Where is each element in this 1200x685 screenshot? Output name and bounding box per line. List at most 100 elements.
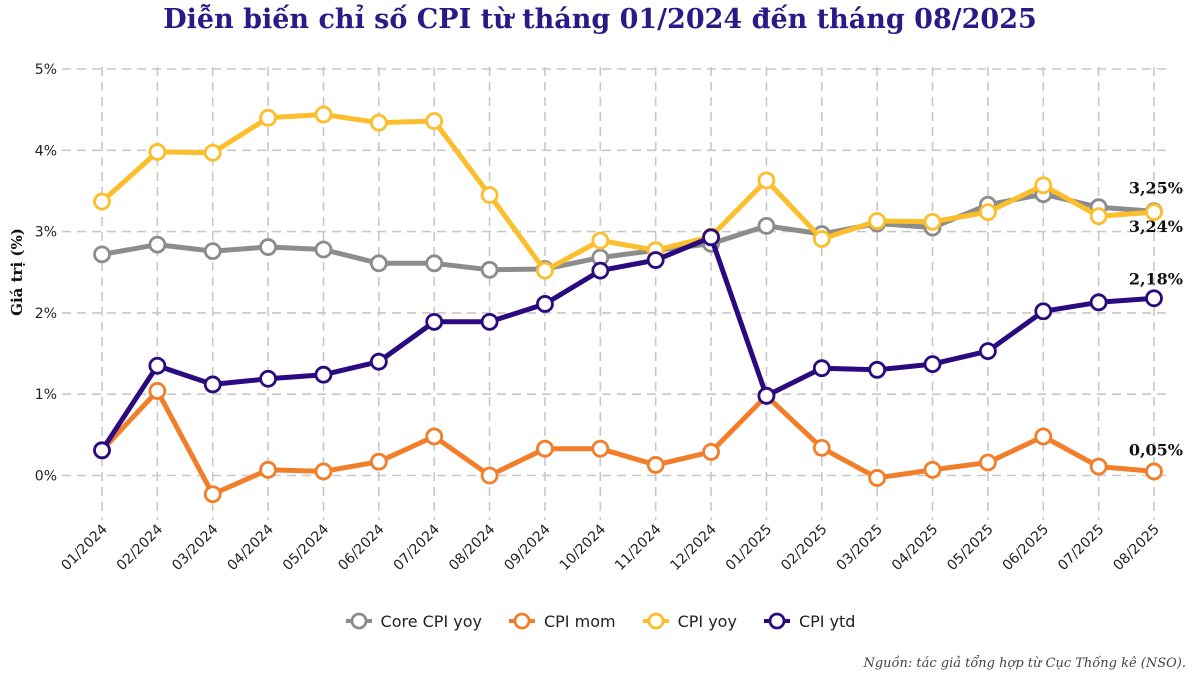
data-point: [536, 295, 554, 313]
y-tick-label: 0%: [35, 469, 57, 485]
x-tick-label: 09/2024: [501, 521, 554, 574]
x-tick-label: 06/2024: [335, 521, 388, 574]
data-point: [425, 254, 444, 273]
data-point: [702, 443, 720, 461]
data-point: [480, 466, 499, 485]
series-cpi-yoy: [93, 105, 1163, 280]
data-point: [978, 342, 997, 361]
end-label: 2,18%: [1129, 269, 1183, 288]
data-point: [1145, 462, 1163, 481]
data-point: [148, 356, 167, 375]
data-point: [1089, 457, 1108, 476]
data-point: [812, 359, 831, 378]
data-point: [314, 240, 333, 259]
data-point: [868, 212, 887, 230]
x-tick-label: 07/2025: [1055, 522, 1107, 574]
data-point: [369, 254, 388, 273]
data-point: [1034, 302, 1053, 321]
data-point: [480, 312, 499, 331]
data-point: [369, 452, 388, 471]
y-tick-label: 1%: [35, 387, 57, 403]
legend-swatch: [508, 612, 535, 630]
data-point: [812, 438, 831, 457]
series-line-cpi-ytd: [99, 234, 1157, 453]
data-point: [259, 460, 278, 479]
data-point: [591, 261, 610, 280]
data-point: [148, 382, 167, 400]
y-tick-label: 5%: [35, 62, 57, 78]
x-tick-label: 02/2025: [778, 522, 830, 574]
end-label: 0,05%: [1129, 440, 1183, 459]
data-point: [1089, 207, 1108, 226]
data-point: [868, 360, 887, 379]
data-point: [369, 352, 388, 371]
data-point: [868, 469, 887, 487]
data-point: [314, 462, 333, 481]
x-tick-label: 01/2025: [723, 522, 775, 574]
data-point: [93, 245, 111, 264]
x-tick-label: 04/2024: [224, 521, 277, 574]
x-tick-label: 02/2024: [114, 521, 167, 574]
y-tick-label: 2%: [35, 306, 57, 322]
data-point: [923, 460, 942, 479]
x-tick-label: 08/2024: [446, 521, 499, 574]
data-point: [591, 439, 610, 458]
x-axis: 01/2024 02/2024 03/2024 04/2024 05/2024 06/20…: [58, 521, 1162, 574]
end-label: 3,24%: [1129, 217, 1183, 236]
y-tick-label: 4%: [35, 143, 57, 159]
series-line-cpi-yoy: [99, 112, 1157, 274]
x-tick-label: 06/2025: [1000, 522, 1052, 574]
legend-label: CPI mom: [543, 611, 616, 631]
x-tick-label: 03/2025: [834, 522, 886, 574]
data-point: [646, 251, 665, 269]
end-labels: 3,25% 0,05% 3,24% 2,18%: [1129, 178, 1183, 459]
x-tick-label: 01/2024: [58, 521, 111, 574]
chart-title: Diễn biến chỉ số CPI từ tháng 01/2024 đế…: [163, 4, 1037, 35]
series-cpi-mom: [93, 382, 1163, 504]
data-point: [646, 456, 665, 474]
data-point: [148, 235, 167, 254]
data-point: [812, 230, 831, 248]
data-point: [702, 228, 720, 247]
legend-item: Core CPI yoy: [345, 611, 482, 631]
legend-label: Core CPI yoy: [380, 611, 482, 631]
data-point: [203, 143, 222, 162]
data-point: [978, 453, 997, 472]
data-point: [369, 113, 388, 132]
data-point: [1089, 293, 1108, 312]
legend: Core CPI yoy CPI mom CPI yoy CPI ytd: [0, 611, 1200, 631]
source-note: Nguồn: tác giả tổng hợp từ Cục Thống kê …: [863, 656, 1186, 671]
y-axis-title: Giá trị (%): [8, 228, 26, 316]
data-point: [314, 365, 333, 384]
x-tick-label: 08/2025: [1110, 522, 1162, 574]
data-point: [259, 369, 278, 388]
legend-item: CPI ytd: [763, 611, 856, 631]
legend-item: CPI mom: [508, 611, 616, 631]
legend-swatch: [763, 612, 790, 630]
x-tick-label: 07/2024: [391, 521, 444, 574]
legend-swatch: [345, 612, 372, 630]
x-tick-label: 11/2024: [612, 521, 665, 574]
data-point: [203, 242, 222, 261]
data-point: [203, 375, 222, 394]
data-point: [203, 485, 222, 504]
data-point: [536, 261, 554, 280]
legend-swatch: [642, 612, 669, 630]
data-point: [259, 238, 278, 256]
data-point: [757, 386, 776, 405]
x-tick-label: 04/2025: [889, 522, 941, 574]
y-tick-label: 3%: [35, 225, 57, 241]
legend-label: CPI ytd: [798, 611, 856, 631]
data-point: [425, 427, 444, 446]
data-point: [480, 260, 499, 279]
x-tick-label: 05/2025: [944, 522, 996, 574]
end-label: 3,25%: [1129, 178, 1183, 197]
data-point: [1034, 176, 1053, 195]
data-point: [1145, 203, 1163, 221]
legend-item: CPI yoy: [642, 611, 737, 631]
data-point: [923, 212, 942, 231]
data-point: [923, 355, 942, 374]
x-tick-label: 03/2024: [169, 521, 222, 574]
data-point: [591, 231, 610, 250]
data-point: [480, 186, 499, 204]
